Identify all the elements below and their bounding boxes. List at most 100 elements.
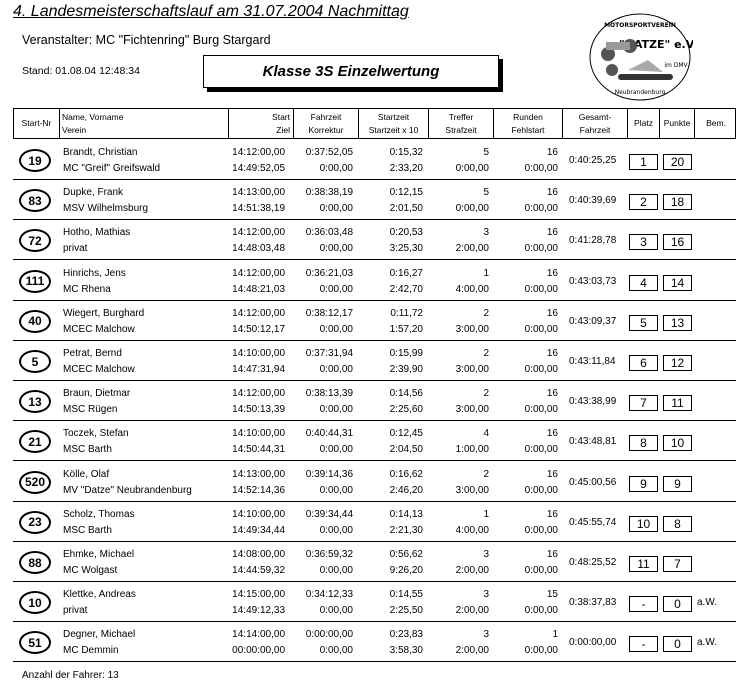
column-header: Platz [628,109,660,138]
cell-fahrzeit: 0:00:00,00 [305,629,353,641]
cell-fahrzeit: 0:36:21,03 [305,267,353,279]
column-header: Start Ziel [229,109,294,138]
cell-fehlstart: 0:00,00 [524,364,558,375]
start-number-badge: 83 [19,189,51,213]
column-header: Fahrzeit Korrektur [294,109,359,138]
start-number-badge: 40 [19,309,51,333]
cell-start: 14:15:00,00 [232,589,285,601]
cell-start: 14:12:00,00 [232,267,285,279]
cell-club: MCEC Malchow [63,323,135,335]
punkte-box: 16 [663,234,692,251]
cell-runden: 16 [546,508,558,520]
cell-strafzeit: 4:00,00 [455,524,489,536]
table-row: 520 Kölle, Olaf MV "Datze" Neubrandenburg 1… [13,462,736,502]
table-row: 10 Klettke, Andreas privat 14:15:00,00 14:49… [13,582,736,623]
cell-startzeit10: 9:26,20 [389,565,423,576]
cell-startzeit: 0:12,15 [389,187,423,199]
cell-ziel: 14:48:03,48 [232,243,285,255]
platz-box: - [629,596,658,613]
cell-fehlstart: 0:00,00 [524,645,558,657]
cell-startzeit10: 1:57,20 [389,323,423,335]
cell-gesamt: 0:43:11,84 [569,356,616,367]
cell-runden: 16 [546,267,558,279]
cell-runden: 16 [546,428,558,440]
start-number-badge: 13 [19,390,51,414]
cell-fahrzeit: 0:38:13,39 [305,388,353,400]
cell-gesamt: 0:38:37,83 [569,597,617,609]
cell-fehlstart: 0:00,00 [524,283,558,295]
punkte-box: 7 [663,556,692,572]
page-title: 4. Landesmeisterschaftslauf am 31.07.200… [13,3,409,20]
cell-korrektur: 0:00,00 [319,283,353,295]
cell-startzeit: 0:23,83 [389,629,423,641]
cell-startzeit: 0:16,62 [389,468,423,480]
cell-startzeit10: 2:39,90 [389,364,423,375]
cell-club: MCEC Malchow [63,364,135,375]
cell-treffer: 2 [483,388,489,400]
cell-treffer: 4 [483,428,489,440]
cell-start: 14:14:00,00 [232,629,285,641]
column-header-label: Gesamt- [578,111,612,122]
cell-strafzeit: 1:00,00 [455,444,489,456]
cell-startzeit10: 2:33,20 [389,163,423,174]
table-row: 88 Ehmke, Michael MC Wolgast 14:08:00,00 14:… [13,542,736,582]
cell-treffer: 2 [483,468,489,480]
cell-treffer: 5 [483,187,489,199]
cell-club: MSC Barth [63,444,112,456]
start-number-badge: 520 [19,470,51,494]
column-header: Name, Vorname Verein [60,109,229,138]
column-header-label: Verein [62,124,87,135]
table-row: 21 Toczek, Stefan MSC Barth 14:10:00,00 14:5… [13,421,736,462]
table-row: 111 Hinrichs, Jens MC Rhena 14:12:00,00 14:4… [13,261,736,301]
column-header: Runden Fehlstart [494,109,563,138]
start-number-badge: 111 [19,269,51,293]
cell-treffer: 3 [483,227,489,239]
cell-fehlstart: 0:00,00 [524,203,558,215]
cell-runden: 15 [546,589,558,601]
svg-text:Neubrandenburg: Neubrandenburg [615,89,666,96]
cell-start: 14:08:00,00 [232,549,285,560]
cell-gesamt: 0:48:25,52 [569,557,617,568]
cell-fahrzeit: 0:40:44,31 [305,428,353,440]
cell-gesamt: 0:43:48,81 [569,436,617,448]
cell-gesamt: 0:43:09,37 [569,315,617,327]
cell-start: 14:12:00,00 [232,388,285,400]
cell-club: privat [63,605,88,617]
cell-runden: 1 [552,629,558,641]
column-header-label: Bem. [706,118,726,128]
cell-gesamt: 0:43:03,73 [569,275,617,287]
cell-gesamt: 0:43:38,99 [569,396,617,408]
cell-strafzeit: 4:00,00 [455,283,489,295]
cell-startzeit10: 2:01,50 [389,203,423,215]
cell-runden: 16 [546,187,558,199]
cell-startzeit10: 3:25,30 [389,243,423,255]
column-header-label: Runden [513,111,543,122]
platz-box: 2 [629,194,658,211]
cell-club: MC Wolgast [63,565,118,576]
cell-fahrzeit: 0:37:31,94 [305,348,353,359]
cell-start: 14:10:00,00 [232,348,285,359]
cell-fehlstart: 0:00,00 [524,565,558,576]
cell-fahrzeit: 0:34:12,33 [305,589,353,601]
cell-strafzeit: 2:00,00 [455,243,489,255]
cell-ziel: 14:50:13,39 [232,404,285,416]
column-header: Punkte [660,109,695,138]
punkte-box: 20 [663,154,692,170]
cell-strafzeit: 2:00,00 [455,605,489,617]
start-number-badge: 51 [19,631,51,655]
column-header: Gesamt- Fahrzeit [563,109,628,138]
cell-korrektur: 0:00,00 [319,364,353,375]
start-number-badge: 23 [19,510,51,534]
cell-korrektur: 0:00,00 [319,404,353,416]
platz-box: 3 [629,234,658,251]
cell-runden: 16 [546,307,558,319]
punkte-box: 12 [663,355,692,371]
punkte-box: 18 [663,194,692,211]
cell-runden: 16 [546,348,558,359]
cell-bem: a.W. [697,637,718,649]
cell-ziel: 14:49:52,05 [232,163,285,174]
platz-box: 8 [629,435,658,452]
platz-box: 5 [629,314,658,331]
cell-fehlstart: 0:00,00 [524,524,558,536]
cell-startzeit10: 2:21,30 [389,524,423,536]
